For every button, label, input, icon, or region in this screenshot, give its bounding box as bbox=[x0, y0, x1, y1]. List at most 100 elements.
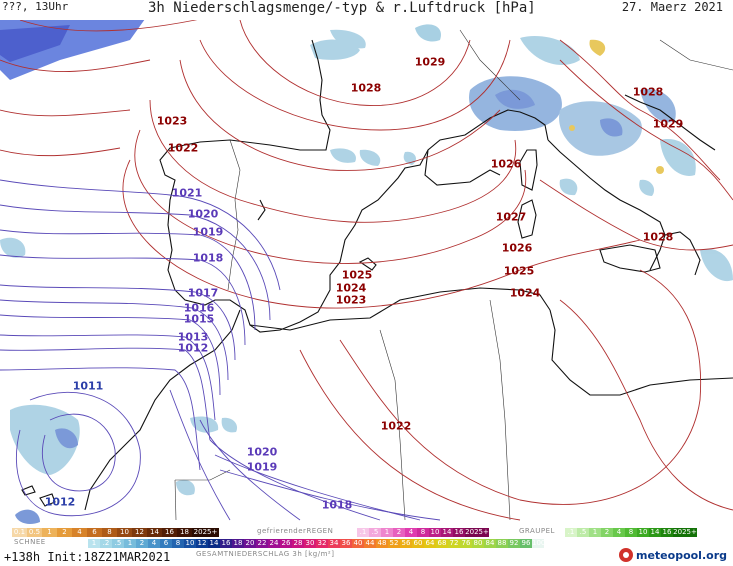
isobar-label: 1028 bbox=[642, 230, 674, 244]
legend-snow-colorbar: 0.1 0.5 1 2 4 6 8 10 12 14 16 18 2025+ bbox=[12, 528, 219, 537]
legend-swatch: 4 bbox=[148, 539, 160, 548]
legend-swatch: 10 bbox=[184, 539, 196, 548]
legend-swatch: 2 bbox=[601, 528, 613, 537]
legend-swatch: 1 bbox=[42, 528, 57, 537]
legend-swatch: 36 bbox=[340, 539, 352, 548]
legend-swatch: 8 bbox=[417, 528, 429, 537]
legend-swatch: .5 bbox=[112, 539, 124, 548]
legend-swatch: 2 bbox=[57, 528, 72, 537]
legend-swatch: 0.5 bbox=[27, 528, 42, 537]
header-location: ???, 13Uhr bbox=[2, 0, 69, 20]
legend-swatch: 24 bbox=[268, 539, 280, 548]
legend-freezing-rain-name: gefrierenderREGEN bbox=[257, 527, 334, 535]
forecast-run-info: +138h Init:18Z21MAR2021 bbox=[4, 550, 171, 564]
legend-swatch: 96 bbox=[520, 539, 532, 548]
legend-swatch: 14 bbox=[208, 539, 220, 548]
legend-swatch: 76 bbox=[460, 539, 472, 548]
isobar-label: 1024 bbox=[335, 281, 367, 295]
isobar-label: 1019 bbox=[192, 225, 224, 239]
isobar-label: 1023 bbox=[335, 293, 367, 307]
brand[interactable]: meteopool.org bbox=[619, 548, 727, 562]
legend-swatch: 44 bbox=[364, 539, 376, 548]
legend-swatch: 1 bbox=[381, 528, 393, 537]
legend-snow-name: SCHNEE bbox=[14, 538, 46, 546]
legend-swatch: 2025+ bbox=[192, 528, 219, 537]
isobar-label: 1016 bbox=[183, 301, 215, 315]
legend-swatch: 30 bbox=[304, 539, 316, 548]
isobar-label: 1025 bbox=[341, 268, 373, 282]
legend-swatch: 2025+ bbox=[465, 528, 489, 537]
legend-swatch: 12 bbox=[196, 539, 208, 548]
map-title: 3h Niederschlagsmenge/-typ & r.Luftdruck… bbox=[148, 0, 536, 20]
legend-swatch: .1 bbox=[565, 528, 577, 537]
isobar-label: 1019 bbox=[246, 460, 278, 474]
isobar-label: 1027 bbox=[495, 210, 527, 224]
legend-swatch: 14 bbox=[441, 528, 453, 537]
isobar-label: 1025 bbox=[503, 264, 535, 278]
isobar-label: 1023 bbox=[156, 114, 188, 128]
legend-swatch: 60 bbox=[412, 539, 424, 548]
isobar-label: 1022 bbox=[167, 141, 199, 155]
legend-swatch: 48 bbox=[376, 539, 388, 548]
legend-swatch: 8 bbox=[625, 528, 637, 537]
legend-swatch: 26 bbox=[280, 539, 292, 548]
legend-swatch: 1 bbox=[589, 528, 601, 537]
isobar-label: 1022 bbox=[380, 419, 412, 433]
legend-swatch: 0.1 bbox=[12, 528, 27, 537]
legend-swatch: .5 bbox=[577, 528, 589, 537]
legend-swatch: 18 bbox=[177, 528, 192, 537]
legend-swatch: 16 bbox=[661, 528, 673, 537]
legend-panel: 0.1 0.5 1 2 4 6 8 10 12 14 16 18 2025+ SCHNEE gefrie… bbox=[0, 524, 733, 566]
legend-swatch: 32 bbox=[316, 539, 328, 548]
legend-swatch: 72 bbox=[448, 539, 460, 548]
isobar-label: 1012 bbox=[44, 495, 76, 509]
legend-swatch: 88 bbox=[496, 539, 508, 548]
meteopool-logo-icon bbox=[619, 548, 633, 562]
legend-swatch: 1 bbox=[124, 539, 136, 548]
legend-swatch: 92 bbox=[508, 539, 520, 548]
legend-swatch: 34 bbox=[328, 539, 340, 548]
isobars-low bbox=[0, 179, 441, 521]
legend-swatch: .1 bbox=[357, 528, 369, 537]
isobar-label: 1028 bbox=[632, 85, 664, 99]
isobar-label: 1017 bbox=[187, 286, 219, 300]
legend-swatch: 2 bbox=[136, 539, 148, 548]
legend-swatch: 16 bbox=[220, 539, 232, 548]
legend-swatch: 10 bbox=[117, 528, 132, 537]
legend-swatch: 28 bbox=[292, 539, 304, 548]
legend-swatch: 16 bbox=[162, 528, 177, 537]
isobar-label: 1015 bbox=[183, 312, 215, 326]
isobar-label: 1013 bbox=[177, 330, 209, 344]
legend-swatch: 1 bbox=[88, 539, 100, 548]
legend-swatch: 40 bbox=[352, 539, 364, 548]
isobar-label: 1020 bbox=[187, 207, 219, 221]
isobar-label: 1012 bbox=[177, 341, 209, 355]
legend-swatch: 64 bbox=[424, 539, 436, 548]
legend-graupel-colorbar: .1.5 1 2 4 8 10 14 16 2025+ bbox=[565, 528, 697, 537]
legend-swatch: 8 bbox=[172, 539, 184, 548]
legend-freezing-rain-colorbar: .1.5 1 2 4 8 10 14 16 2025+ bbox=[357, 528, 489, 537]
legend-swatch: 10 bbox=[429, 528, 441, 537]
legend-swatch: 12 bbox=[132, 528, 147, 537]
legend-swatch: 84 bbox=[484, 539, 496, 548]
legend-swatch: .5 bbox=[369, 528, 381, 537]
isobar-label: 1021 bbox=[171, 186, 203, 200]
legend-swatch: 22 bbox=[256, 539, 268, 548]
legend-swatch: 4 bbox=[72, 528, 87, 537]
coastline-layer bbox=[21, 39, 733, 511]
legend-swatch: 6 bbox=[87, 528, 102, 537]
brand-name: meteopool.org bbox=[636, 548, 727, 562]
valid-date: 27. Maerz 2021 bbox=[621, 0, 723, 20]
legend-total-name: GESAMTNIEDERSCHLAG 3h [kg/m²] bbox=[196, 550, 335, 558]
legend-swatch: 18 bbox=[232, 539, 244, 548]
legend-swatch: 4 bbox=[613, 528, 625, 537]
legend-swatch: 80 bbox=[472, 539, 484, 548]
legend-swatch: 6 bbox=[160, 539, 172, 548]
legend-swatch: 16 bbox=[453, 528, 465, 537]
legend-swatch: 20 bbox=[244, 539, 256, 548]
isobar-label: 1026 bbox=[490, 157, 522, 171]
legend-swatch: 10 bbox=[637, 528, 649, 537]
isobar-label: 1029 bbox=[652, 117, 684, 131]
legend-swatch: 8 bbox=[102, 528, 117, 537]
